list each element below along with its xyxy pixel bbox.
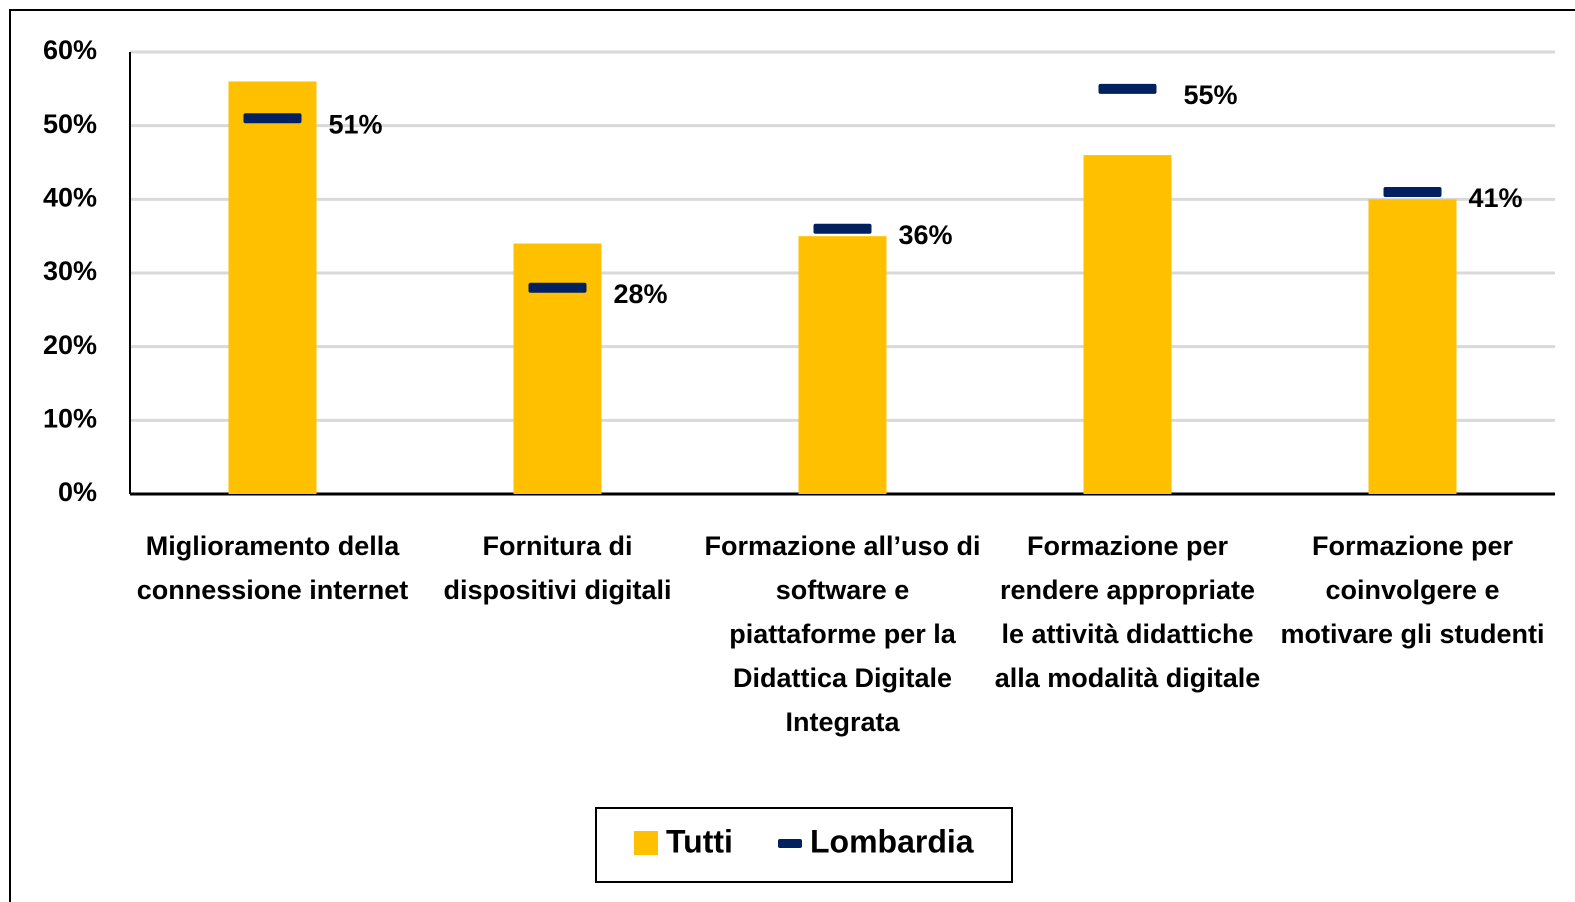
chart-frame bbox=[9, 9, 1575, 902]
data-label: 55% bbox=[1184, 80, 1238, 110]
marker bbox=[1098, 83, 1157, 94]
marker bbox=[528, 282, 587, 293]
y-tick-label: 20% bbox=[43, 330, 97, 360]
y-tick-label: 40% bbox=[43, 182, 97, 212]
bar bbox=[1083, 155, 1172, 494]
marker bbox=[1383, 186, 1442, 197]
legend-box bbox=[595, 807, 1013, 883]
bar bbox=[228, 81, 317, 494]
x-tick-label: Fornitura di dispositivi digitali bbox=[443, 531, 672, 605]
y-tick-label: 0% bbox=[58, 477, 97, 507]
y-tick-label: 50% bbox=[43, 109, 97, 139]
y-tick-label: 10% bbox=[43, 403, 97, 433]
legend-swatch bbox=[634, 831, 658, 855]
x-tick-label: Miglioramento della connessione internet bbox=[136, 531, 409, 605]
legend-label: Lombardia bbox=[810, 823, 974, 859]
x-tick-label: Formazione per rendere appropriate le at… bbox=[994, 531, 1261, 693]
data-label: 36% bbox=[899, 220, 953, 250]
x-tick-label: Formazione all’uso di software e piattaf… bbox=[704, 531, 981, 737]
marker bbox=[243, 113, 302, 124]
legend-swatch bbox=[778, 839, 802, 848]
data-label: 41% bbox=[1469, 183, 1523, 213]
x-tick-label: Formazione per coinvolgere e motivare gl… bbox=[1280, 531, 1545, 649]
bar bbox=[798, 236, 887, 494]
data-label: 28% bbox=[614, 279, 668, 309]
marker bbox=[813, 223, 872, 234]
y-tick-label: 60% bbox=[43, 35, 97, 65]
bar bbox=[513, 243, 602, 494]
bar bbox=[1368, 199, 1457, 495]
legend-label: Tutti bbox=[666, 823, 733, 859]
data-label: 51% bbox=[329, 109, 383, 139]
y-tick-label: 30% bbox=[43, 256, 97, 286]
